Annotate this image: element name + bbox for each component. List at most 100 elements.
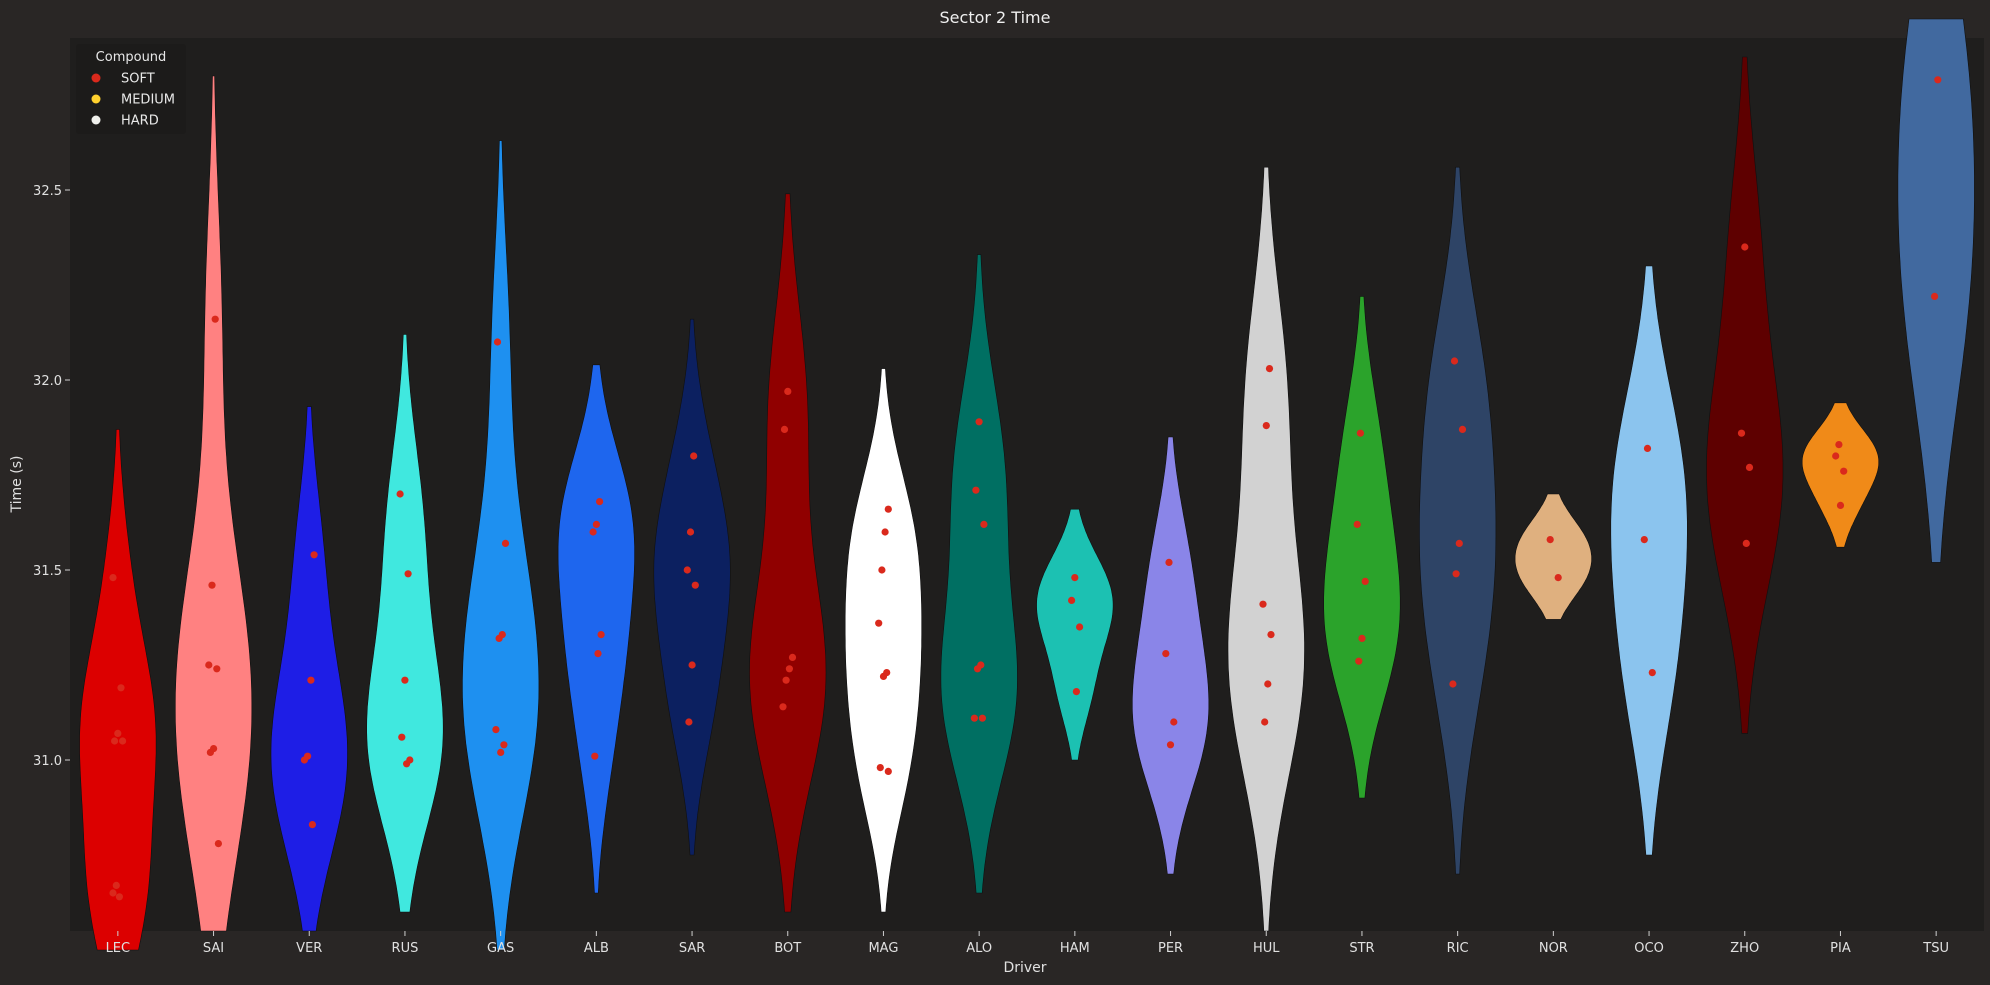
- lap-point-gas: [498, 631, 506, 639]
- legend-box: [76, 44, 186, 134]
- lap-point-sar: [686, 528, 695, 536]
- lap-point-rus: [406, 756, 414, 764]
- lap-point-sar: [685, 718, 693, 726]
- lap-point-mag: [878, 566, 886, 574]
- violin-mag: [844, 368, 922, 913]
- lap-point-sar: [683, 566, 691, 574]
- lap-point-lec: [109, 574, 117, 582]
- x-tick-label: SAI: [203, 941, 224, 956]
- lap-point-str: [1353, 520, 1361, 529]
- x-tick-label: HUL: [1253, 941, 1280, 956]
- lap-point-alb: [592, 520, 601, 529]
- x-tick-label: BOT: [774, 941, 801, 956]
- lap-point-mag: [883, 669, 891, 677]
- lap-point-per: [1162, 650, 1170, 658]
- legend-entries: SOFT MEDIUM HARD: [91, 72, 175, 129]
- lap-point-per: [1166, 741, 1175, 749]
- lap-point-alb: [589, 528, 597, 536]
- legend-label-medium: MEDIUM: [121, 93, 175, 108]
- lap-point-hul: [1264, 680, 1272, 688]
- lap-point-hul: [1259, 600, 1267, 608]
- lap-point-mag: [875, 619, 883, 627]
- lap-point-alo: [978, 714, 987, 722]
- lap-point-ver: [310, 551, 318, 559]
- violin-ric: [1419, 166, 1497, 875]
- lap-point-lec: [111, 737, 119, 745]
- x-tick-label: STR: [1349, 941, 1374, 956]
- violin-hul: [1227, 166, 1305, 932]
- violin-sar: [653, 318, 731, 856]
- lap-point-ric: [1449, 680, 1457, 688]
- lap-point-hul: [1261, 718, 1269, 726]
- violin-sai: [175, 75, 253, 932]
- lap-point-hul: [1265, 365, 1274, 373]
- x-tick-label: MAG: [868, 941, 898, 956]
- x-tick-label: RUS: [392, 941, 419, 956]
- violin-gas: [462, 140, 540, 951]
- lap-point-mag: [884, 767, 892, 776]
- lap-point-alo: [977, 661, 985, 669]
- legend-marker-hard: [91, 115, 101, 125]
- violins: [79, 18, 1975, 951]
- lap-point-mag: [876, 764, 884, 772]
- lap-point-lec: [114, 729, 122, 738]
- lap-point-per: [1170, 718, 1178, 726]
- lap-point-str: [1361, 577, 1369, 586]
- lap-point-per: [1165, 558, 1173, 567]
- lap-point-rus: [401, 676, 409, 684]
- lap-point-str: [1356, 429, 1364, 437]
- lap-point-ham: [1076, 623, 1084, 631]
- lap-point-rus: [396, 490, 404, 498]
- lap-point-alb: [594, 650, 602, 658]
- lap-point-bot: [780, 425, 789, 433]
- lap-point-ver: [307, 676, 315, 684]
- x-tick-label: RIC: [1447, 941, 1469, 956]
- legend-marker-soft: [91, 73, 101, 83]
- lap-point-zho: [1745, 463, 1754, 471]
- y-axis: 31.0 31.5 32.0 32.5: [33, 184, 70, 769]
- x-axis-label: Driver: [1003, 960, 1046, 976]
- lap-point-str: [1355, 657, 1363, 665]
- lap-point-pia: [1832, 452, 1840, 460]
- lap-point-ric: [1452, 570, 1460, 578]
- violin-per: [1132, 436, 1210, 875]
- lap-point-hul: [1267, 631, 1275, 639]
- lap-point-pia: [1835, 441, 1843, 449]
- x-tick-label: SAR: [679, 941, 705, 956]
- lap-point-alo: [972, 486, 980, 494]
- lap-point-nor: [1546, 536, 1554, 544]
- y-tick-label: 31.5: [33, 564, 62, 579]
- violin-str: [1323, 296, 1401, 799]
- x-tick-label: ZHO: [1730, 941, 1759, 956]
- y-tick-label: 31.0: [33, 754, 62, 769]
- violin-alo: [940, 254, 1018, 894]
- y-tick-label: 32.5: [33, 184, 62, 199]
- lap-point-bot: [788, 653, 797, 662]
- y-axis-label: Time (s): [9, 456, 25, 514]
- lap-point-oco: [1643, 444, 1652, 452]
- lap-point-mag: [884, 505, 892, 513]
- lap-point-alo: [970, 714, 979, 722]
- points: [109, 76, 1942, 901]
- violin-lec: [79, 429, 157, 951]
- lap-point-tsu: [1934, 76, 1942, 84]
- legend-label-soft: SOFT: [121, 72, 155, 87]
- lap-point-zho: [1742, 539, 1750, 548]
- lap-point-gas: [500, 741, 508, 749]
- lap-point-sai: [205, 661, 213, 669]
- violin-ham: [1036, 508, 1114, 761]
- lap-point-ham: [1072, 688, 1080, 696]
- lap-point-hul: [1262, 422, 1270, 430]
- lap-point-alo: [975, 418, 983, 426]
- y-tick-label: 32.0: [33, 374, 62, 389]
- legend-title: Compound: [96, 50, 167, 65]
- lap-point-mag: [881, 528, 889, 536]
- lap-point-oco: [1640, 536, 1648, 544]
- lap-point-sar: [688, 661, 696, 669]
- lap-point-ver: [304, 752, 312, 760]
- violin-ver: [270, 406, 348, 932]
- lap-point-oco: [1648, 669, 1656, 677]
- lap-point-gas: [493, 338, 502, 346]
- x-tick-label: PER: [1158, 941, 1183, 956]
